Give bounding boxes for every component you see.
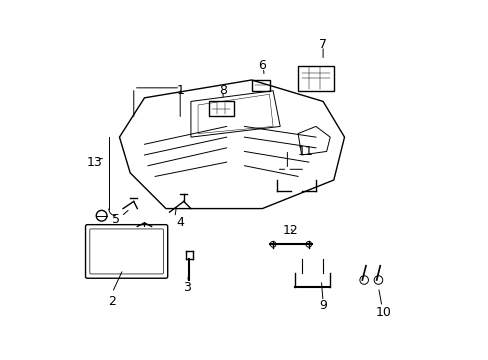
Bar (208, 102, 233, 116)
Text: 3: 3 (183, 281, 191, 294)
Text: 2: 2 (108, 295, 116, 308)
Text: 10: 10 (375, 306, 391, 319)
Text: 6: 6 (258, 59, 266, 72)
Text: 9: 9 (319, 298, 326, 311)
Text: 12: 12 (283, 224, 298, 237)
Text: 13: 13 (86, 156, 102, 168)
Bar (251, 80, 269, 91)
Text: 5: 5 (112, 213, 120, 226)
Text: 11: 11 (297, 145, 312, 158)
Text: 1: 1 (176, 84, 184, 97)
Text: 8: 8 (219, 84, 226, 97)
Text: 4: 4 (176, 216, 184, 229)
Text: 7: 7 (319, 38, 326, 51)
Bar (298, 66, 333, 91)
